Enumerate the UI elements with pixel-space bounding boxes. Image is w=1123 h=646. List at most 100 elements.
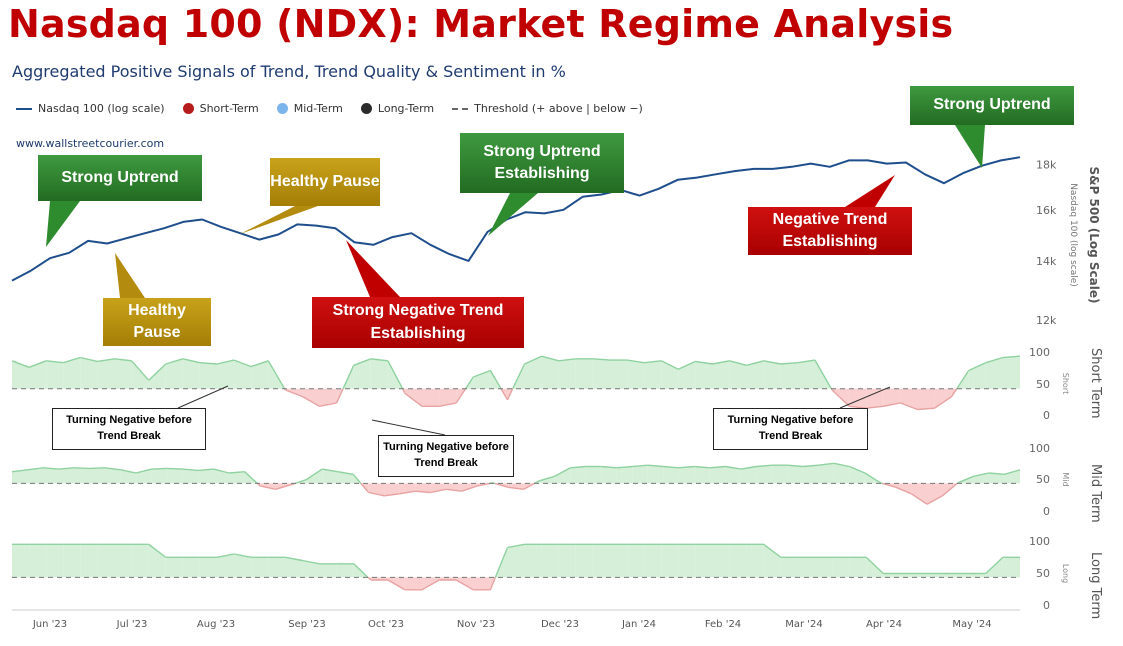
mid-term-panel-line	[632, 464, 648, 468]
short-term-panel-fill	[644, 360, 662, 389]
legend-item-long-term[interactable]: Long-Term	[360, 102, 435, 115]
long-term-panel-fill	[234, 554, 252, 578]
mid-term-panel-fill	[601, 466, 617, 484]
x-axis-tick-label: Jan '24	[621, 619, 656, 630]
long-term-panel-line	[494, 547, 509, 578]
short-term-panel-line	[46, 360, 64, 364]
long-term-panel-y-tick-label: 50	[1036, 567, 1050, 580]
short-term-panel-fill	[251, 360, 269, 389]
mid-term-panel-fill	[570, 466, 586, 484]
x-axis-tick-label: Oct '23	[368, 619, 404, 630]
legend-item-mid-term[interactable]: Mid-Term	[276, 102, 343, 115]
short-term-panel-line	[28, 360, 47, 368]
long-term-panel-fill	[268, 557, 286, 578]
mid-term-panel-line	[988, 472, 1005, 475]
legend-label: Long-Term	[377, 102, 435, 115]
short-term-panel-fill	[917, 388, 935, 410]
mid-term-panel-line	[477, 482, 490, 487]
short-term-panel-fill	[678, 361, 696, 389]
mid-term-panel-line	[275, 484, 292, 490]
mid-term-panel-fill	[818, 463, 834, 484]
mid-term-panel-line	[352, 473, 362, 484]
short-term-panel-line	[465, 376, 474, 390]
legend-dash-icon	[452, 107, 469, 110]
legend-dot-icon	[360, 103, 372, 114]
short-term-panel-fill	[370, 358, 388, 389]
mid-term-panel-fill	[663, 466, 679, 484]
short-term-panel-fill	[97, 358, 115, 389]
mid-term-panel-fill	[337, 471, 354, 484]
short-term-panel-fill	[1002, 356, 1020, 389]
legend-item-short-term[interactable]: Short-Term	[182, 102, 259, 115]
short-term-panel-line	[250, 360, 269, 368]
mid-term-panel-fill	[89, 467, 105, 484]
short-term-panel-line	[917, 407, 935, 411]
legend-item-threshold[interactable]: Threshold (+ above | below −)	[452, 102, 643, 115]
mid-term-panel-line	[494, 482, 509, 488]
short-term-panel-fill	[883, 388, 901, 407]
short-term-panel-line	[1002, 355, 1021, 359]
legend-dot-icon	[276, 103, 288, 114]
mid-term-panel-line	[461, 485, 478, 492]
short-term-panel-line	[934, 395, 953, 409]
short-term-panel-fill	[524, 356, 542, 389]
price-y-axis-label: S&P 500 (Log Scale)	[1087, 166, 1101, 303]
short-term-panel-fill	[12, 360, 30, 389]
long-term-panel-fill	[695, 544, 713, 578]
mid-term-panel-line	[1004, 469, 1021, 475]
mid-term-panel-line	[58, 467, 75, 470]
long-term-panel-fill	[678, 544, 696, 578]
short-term-panel-fill	[985, 357, 1003, 389]
short-term-panel-title: Short Term	[1088, 348, 1103, 419]
short-term-panel-fill	[473, 370, 491, 389]
short-term-panel-fill	[712, 360, 730, 389]
mid-term-panel-line	[27, 467, 44, 471]
mid-term-panel-fill	[384, 483, 400, 496]
short-term-panel-fill	[695, 361, 713, 389]
long-term-panel-fill	[46, 544, 64, 578]
mid-term-panel-line	[360, 482, 370, 493]
mid-term-panel-fill	[430, 483, 447, 493]
short-term-panel-line	[80, 356, 98, 363]
mid-term-panel-fill	[787, 465, 803, 484]
mid-term-panel-line	[694, 465, 710, 469]
short-term-panel-fill	[439, 388, 457, 407]
short-term-panel-line	[131, 360, 150, 381]
short-term-panel-line	[780, 362, 798, 365]
mid-term-panel-line	[926, 495, 943, 505]
mid-term-panel-fill	[151, 468, 168, 484]
mid-term-panel-fill	[694, 466, 710, 484]
long-term-panel-fill	[968, 573, 986, 578]
short-term-panel-fill	[404, 388, 422, 407]
short-term-panel-line	[319, 402, 337, 407]
long-term-panel-fill	[182, 557, 200, 578]
mid-term-panel-line	[725, 465, 742, 470]
short-term-panel-line	[814, 359, 832, 390]
legend-item-nasdaq[interactable]: Nasdaq 100 (log scale)	[16, 102, 165, 115]
short-term-panel-fill	[422, 388, 440, 407]
mid-term-panel-line	[647, 464, 664, 468]
long-term-panel-fill	[797, 557, 815, 578]
mid-term-panel-title: Mid Term	[1088, 464, 1103, 523]
short-term-panel-line	[302, 395, 320, 407]
mid-term-panel-line	[244, 471, 258, 484]
mid-term-panel-line	[740, 465, 757, 470]
short-term-panel-line	[524, 355, 542, 365]
short-term-panel-small-label: Short	[1061, 373, 1070, 394]
long-term-panel-line	[387, 579, 406, 591]
long-term-panel-line	[216, 553, 235, 558]
source-credit[interactable]: www.wallstreetcourier.com	[16, 137, 165, 150]
long-term-panel-fill	[148, 544, 166, 578]
short-term-panel-fill	[797, 360, 815, 389]
short-term-panel-line	[404, 392, 423, 407]
short-term-panel-line	[455, 388, 467, 404]
long-term-panel-fill	[644, 544, 662, 578]
mid-term-panel-fill	[709, 466, 726, 484]
mid-term-panel-fill	[229, 471, 245, 484]
short-term-panel-line	[968, 362, 987, 372]
short-term-panel-y-tick-label: 0	[1043, 409, 1050, 422]
short-term-panel-fill	[199, 362, 217, 389]
note-turning-negative-2: Turning Negative before Trend Break	[378, 435, 514, 477]
mid-term-panel-fill	[895, 483, 912, 494]
short-term-panel-fill	[80, 357, 98, 389]
